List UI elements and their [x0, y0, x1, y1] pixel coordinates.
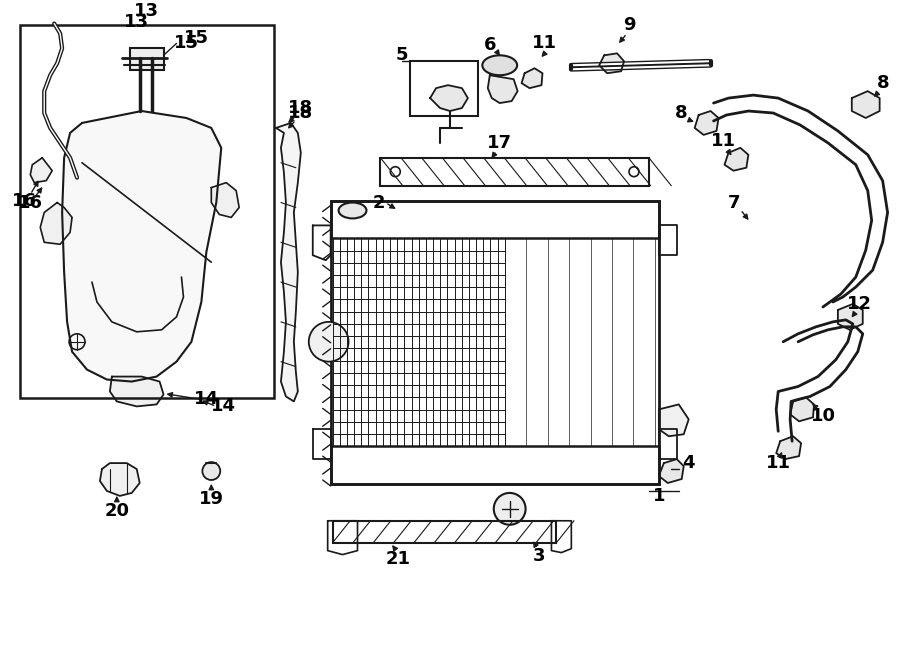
- Text: 20: 20: [104, 502, 130, 520]
- Polygon shape: [838, 304, 863, 330]
- Polygon shape: [790, 397, 814, 421]
- Circle shape: [494, 493, 526, 525]
- Ellipse shape: [482, 56, 518, 75]
- Bar: [330, 201, 659, 484]
- Text: 3: 3: [534, 547, 545, 565]
- Text: 15: 15: [184, 29, 209, 48]
- Polygon shape: [724, 148, 749, 171]
- Bar: [330, 201, 659, 238]
- Polygon shape: [212, 183, 239, 217]
- Text: 18: 18: [288, 104, 313, 122]
- Text: 17: 17: [487, 134, 512, 152]
- Text: 18: 18: [288, 99, 313, 117]
- Polygon shape: [599, 54, 624, 73]
- Polygon shape: [851, 91, 879, 118]
- Text: 5: 5: [396, 46, 409, 64]
- Text: 15: 15: [174, 34, 199, 52]
- Text: 21: 21: [386, 549, 410, 567]
- Text: 12: 12: [847, 295, 872, 313]
- Bar: [410, 62, 478, 116]
- Text: 19: 19: [199, 490, 224, 508]
- Text: 11: 11: [711, 132, 736, 150]
- Text: 16: 16: [12, 191, 37, 210]
- Bar: [330, 446, 659, 484]
- Circle shape: [309, 322, 348, 361]
- Text: 4: 4: [682, 454, 695, 472]
- Polygon shape: [62, 111, 221, 381]
- Polygon shape: [776, 436, 801, 459]
- Polygon shape: [488, 75, 517, 103]
- Polygon shape: [40, 203, 72, 244]
- Bar: [381, 158, 649, 185]
- Polygon shape: [100, 463, 140, 496]
- Polygon shape: [110, 377, 164, 406]
- Bar: [21, 26, 274, 399]
- Text: 14: 14: [194, 391, 219, 408]
- Text: 14: 14: [211, 397, 236, 415]
- Text: 16: 16: [18, 193, 43, 212]
- Text: 11: 11: [766, 454, 791, 472]
- Text: 1: 1: [652, 487, 665, 505]
- Polygon shape: [31, 158, 52, 183]
- Polygon shape: [430, 85, 468, 111]
- Text: 13: 13: [124, 13, 149, 30]
- Text: 13: 13: [134, 1, 159, 20]
- Bar: [333, 521, 556, 543]
- Text: 11: 11: [532, 34, 557, 52]
- Ellipse shape: [338, 203, 366, 218]
- Bar: [130, 48, 164, 70]
- Circle shape: [202, 462, 220, 480]
- Text: 9: 9: [623, 17, 635, 34]
- Polygon shape: [659, 459, 684, 483]
- Polygon shape: [695, 111, 718, 135]
- Text: 8: 8: [878, 74, 890, 92]
- Text: 10: 10: [811, 407, 835, 426]
- Text: 7: 7: [728, 193, 741, 212]
- Polygon shape: [276, 123, 301, 401]
- Polygon shape: [522, 68, 543, 88]
- Text: 2: 2: [372, 193, 384, 212]
- Polygon shape: [659, 404, 688, 436]
- Text: 8: 8: [674, 104, 687, 122]
- Text: 6: 6: [483, 36, 496, 54]
